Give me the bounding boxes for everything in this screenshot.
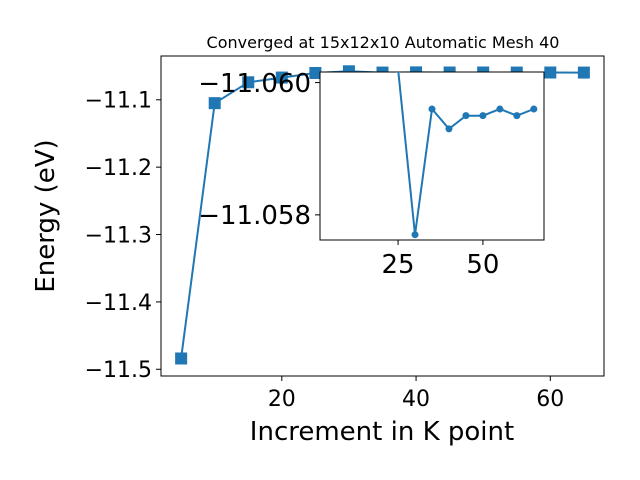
y-tick-label: −11.2 bbox=[85, 156, 152, 181]
data-point bbox=[309, 66, 322, 79]
main-plot-frame bbox=[160, 55, 605, 377]
data-point bbox=[411, 231, 419, 239]
main-y-axis: −11.5 −11.4 −11.3 −11.2 −11.1 bbox=[85, 89, 161, 383]
data-point bbox=[175, 352, 188, 365]
data-point bbox=[395, 72, 401, 73]
inset-plot-frame bbox=[319, 71, 545, 241]
x-tick-label: 50 bbox=[466, 250, 499, 280]
main-x-axis: 20 40 60 bbox=[268, 376, 564, 412]
data-point bbox=[577, 66, 590, 79]
main-plot: 20 40 60 −11.5 −11.4 −11.3 −11.2 −11.1 Increme… bbox=[31, 55, 605, 447]
y-tick-label: −11.4 bbox=[85, 291, 152, 316]
y-tick-label: −11.060 bbox=[198, 69, 311, 99]
y-tick-label: −11.3 bbox=[85, 223, 152, 248]
x-tick-label: 20 bbox=[268, 387, 296, 412]
data-point bbox=[445, 125, 453, 133]
y-tick-label: −11.5 bbox=[85, 358, 152, 383]
inset-x-axis: 25 50 bbox=[382, 240, 499, 280]
y-axis-label: Energy (eV) bbox=[31, 139, 61, 292]
x-tick-label: 60 bbox=[536, 387, 564, 412]
y-tick-label: −11.058 bbox=[198, 201, 311, 231]
inset-series-markers bbox=[395, 72, 538, 239]
x-tick-label: 25 bbox=[382, 250, 415, 280]
chart-title: Converged at 15x12x10 Automatic Mesh 40 bbox=[207, 33, 560, 52]
data-point bbox=[513, 112, 521, 120]
inset-y-axis: −11.060 −11.058 bbox=[198, 69, 320, 231]
data-point bbox=[242, 76, 255, 89]
data-point bbox=[462, 112, 470, 120]
data-point bbox=[428, 105, 436, 113]
x-tick-label: 40 bbox=[402, 387, 430, 412]
inset-plot: 25 50 −11.060 −11.058 bbox=[198, 69, 545, 280]
data-point bbox=[479, 112, 487, 120]
data-point bbox=[275, 71, 288, 84]
data-point bbox=[496, 105, 504, 113]
data-point bbox=[208, 97, 221, 110]
data-point bbox=[544, 66, 557, 79]
y-tick-label: −11.1 bbox=[85, 89, 152, 114]
x-axis-label: Increment in K point bbox=[250, 417, 514, 447]
data-point bbox=[530, 105, 538, 113]
